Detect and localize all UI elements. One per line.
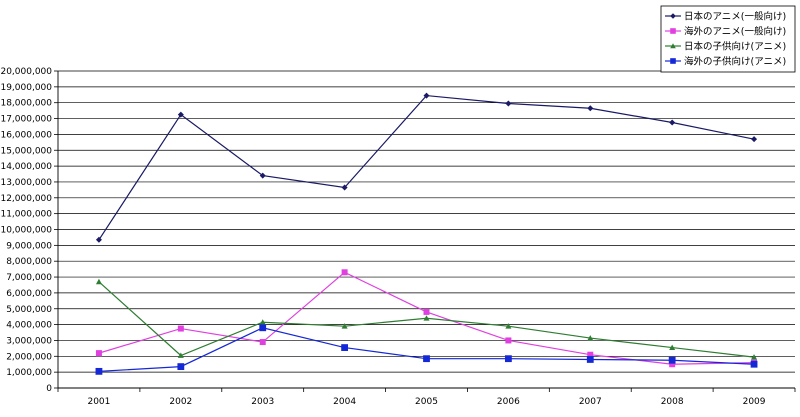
x-tick-label: 2001 — [87, 397, 110, 407]
x-tick-label: 2007 — [579, 397, 602, 407]
series-line — [98, 327, 755, 372]
y-tick-label: 14,000,000 — [0, 162, 52, 172]
y-tick-label: 17,000,000 — [0, 115, 52, 125]
y-tick-label: 8,000,000 — [6, 257, 52, 267]
data-point — [95, 278, 102, 285]
data-point — [259, 324, 267, 332]
data-point — [259, 319, 266, 325]
series-4 — [95, 324, 758, 375]
data-point — [751, 136, 758, 143]
series-line — [98, 94, 755, 241]
y-tick-label: 3,000,000 — [6, 336, 52, 346]
data-point — [341, 323, 348, 329]
legend-box — [660, 5, 796, 73]
data-point — [95, 350, 102, 357]
y-tick-label: 12,000,000 — [0, 194, 52, 204]
data-point — [341, 344, 349, 351]
data-point — [669, 361, 676, 368]
legend-label: 海外のアニメ(一般向け) — [684, 26, 786, 38]
legend: 日本のアニメ(一般向け) 海外のアニメ(一般向け) 日本の子供向け(アニメ) 海外の子… — [660, 5, 796, 73]
x-tick-label: 2002 — [169, 397, 192, 407]
data-point — [259, 339, 266, 346]
data-point — [505, 323, 512, 329]
data-point — [505, 100, 512, 107]
y-tick-label: 5,000,000 — [6, 305, 52, 315]
y-tick-label: 10,000,000 — [0, 226, 52, 236]
y-tick-label: 18,000,000 — [0, 99, 52, 109]
y-tick-label: 7,000,000 — [6, 273, 52, 283]
data-point — [95, 367, 103, 375]
data-point — [504, 355, 512, 363]
y-tick-label: 20,000,000 — [0, 67, 52, 77]
x-tick-label: 2004 — [333, 397, 356, 407]
series-1 — [95, 92, 758, 243]
legend-swatch-marker — [670, 43, 676, 49]
legend-swatch-marker — [670, 28, 676, 34]
x-tick-label: 2003 — [251, 397, 274, 407]
data-point — [95, 236, 102, 243]
y-tick-label: 19,000,000 — [0, 83, 52, 93]
data-point — [668, 356, 676, 364]
series-group — [95, 92, 758, 375]
series-3 — [95, 278, 758, 360]
data-point — [177, 352, 184, 358]
series-2 — [95, 269, 758, 368]
data-point — [177, 111, 184, 118]
y-tick-label: 13,000,000 — [0, 178, 52, 188]
y-tick-label: 6,000,000 — [6, 289, 52, 299]
data-point — [586, 356, 594, 363]
legend-label: 海外の子供向け(アニメ) — [684, 56, 786, 68]
data-point — [423, 355, 430, 363]
data-point — [669, 119, 676, 126]
y-tick-label: 9,000,000 — [6, 241, 52, 251]
data-point — [177, 363, 185, 371]
legend-label: 日本の子供向け(アニメ) — [684, 41, 786, 53]
data-point — [423, 92, 430, 99]
data-point — [259, 172, 266, 179]
legend-swatch-marker — [670, 13, 676, 19]
data-point — [341, 269, 348, 276]
data-point — [423, 315, 430, 321]
y-tick-label: 15,000,000 — [0, 146, 52, 156]
y-tick-label: 16,000,000 — [0, 130, 52, 140]
data-point — [669, 344, 676, 350]
y-tick-label: 11,000,000 — [0, 210, 52, 220]
x-tick-label: 2005 — [415, 397, 438, 407]
data-point — [177, 325, 184, 332]
y-tick-label: 2,000,000 — [6, 352, 52, 362]
y-tick-label: 4,000,000 — [6, 321, 52, 331]
axes — [54, 70, 796, 392]
data-point — [587, 335, 594, 341]
data-point — [587, 351, 594, 358]
y-tick-label: 1,000,000 — [6, 368, 52, 378]
x-tick-label: 2009 — [743, 397, 766, 407]
data-point — [587, 105, 594, 112]
data-point — [423, 308, 430, 315]
legend-swatch-marker — [670, 58, 676, 64]
legend-label: 日本のアニメ(一般向け) — [684, 11, 786, 23]
data-point — [341, 184, 348, 191]
x-tick-label: 2006 — [497, 397, 520, 407]
data-point — [751, 354, 758, 360]
data-point — [505, 337, 512, 344]
tick-labels: 0 1,000,000 2,000,000 3,000,000 4,000,000 5,0… — [0, 67, 765, 407]
grid-lines — [58, 70, 795, 373]
y-tick-label: 0 — [46, 384, 52, 394]
data-point — [750, 360, 758, 368]
x-tick-label: 2008 — [661, 397, 684, 407]
